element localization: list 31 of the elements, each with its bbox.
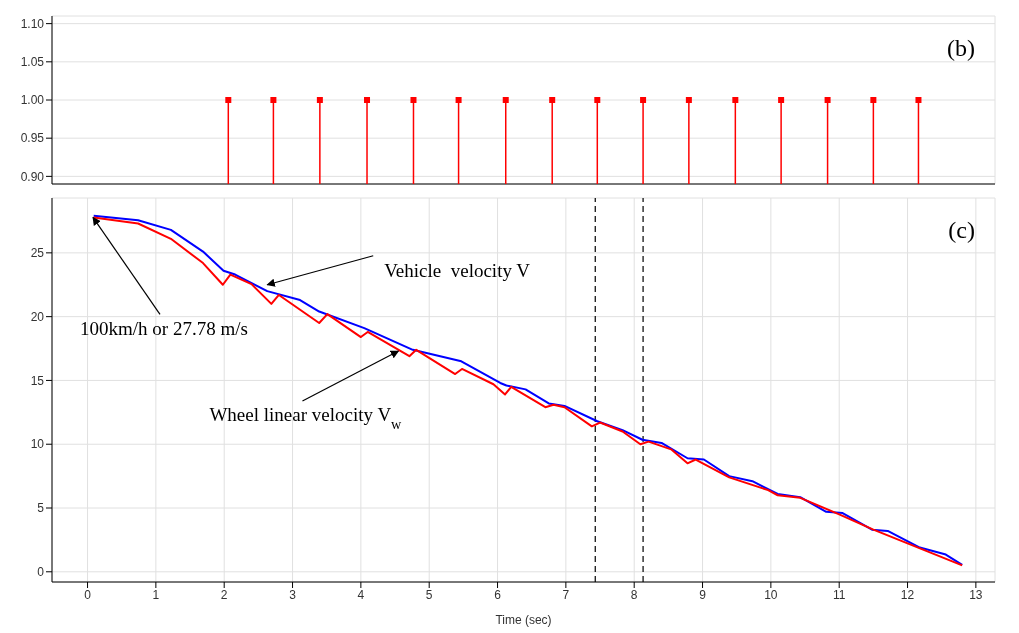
x-tick-label: 11 xyxy=(832,587,846,602)
y-tick-label: 1.00 xyxy=(20,93,45,108)
y-tick-label: 10 xyxy=(30,437,45,452)
x-tick-label: 13 xyxy=(969,587,983,602)
x-tick-label: 8 xyxy=(630,587,638,602)
x-tick-label: 1 xyxy=(152,587,160,602)
y-tick-label: 0.90 xyxy=(20,169,45,184)
x-tick-label: 0 xyxy=(84,587,92,602)
y-tick-label: 0 xyxy=(37,565,45,580)
y-tick-label: 5 xyxy=(37,501,45,516)
x-tick-label: 6 xyxy=(494,587,502,602)
y-tick-label: 1.10 xyxy=(20,16,45,31)
x-tick-label: 2 xyxy=(220,587,228,602)
y-tick-label: 0.95 xyxy=(20,131,45,146)
x-tick-label: 7 xyxy=(562,587,570,602)
annotation: 100km/h or 27.78 m/s xyxy=(80,318,248,340)
y-tick-label: 20 xyxy=(30,309,45,324)
x-tick-label: 5 xyxy=(425,587,433,602)
x-axis-title: Time (sec) xyxy=(495,613,552,627)
x-tick-label: 3 xyxy=(289,587,297,602)
y-tick-label: 15 xyxy=(30,373,45,388)
annotation: (c) xyxy=(948,217,975,243)
x-tick-label: 12 xyxy=(900,587,915,602)
y-tick-label: 1.05 xyxy=(20,55,45,70)
x-tick-label: 4 xyxy=(357,587,365,602)
x-tick-label: 9 xyxy=(699,587,707,602)
annotation: Wheel linear velocity V$_{w}$ xyxy=(209,404,403,433)
x-tick-label: 10 xyxy=(764,587,778,602)
annotation: (b) xyxy=(947,35,975,61)
y-tick-label: 25 xyxy=(30,246,45,261)
annotation: Vehicle velocity V xyxy=(384,259,531,281)
